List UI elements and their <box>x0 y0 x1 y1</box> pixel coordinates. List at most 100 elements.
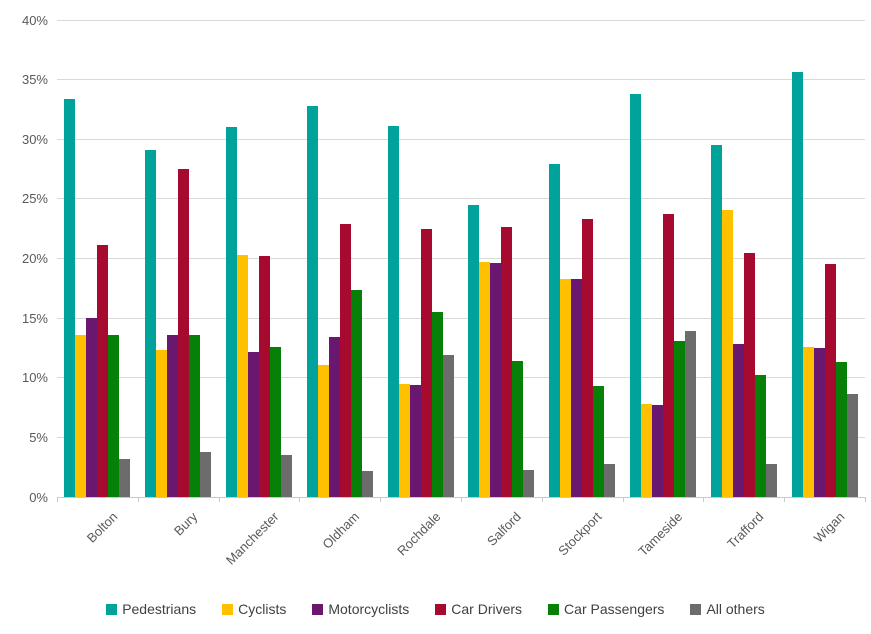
legend-swatch-pedestrians <box>106 603 118 615</box>
bar-motorcyclists-bury <box>167 334 179 497</box>
bar-cyclists-manchester <box>237 254 248 497</box>
x-axis-tick-label-trafford: Trafford <box>724 509 767 552</box>
x-axis-tick <box>703 497 705 502</box>
bar-pedestrians-manchester <box>226 127 237 497</box>
y-axis-tick-label: 20% <box>21 251 48 266</box>
bar-car-passengers-oldham <box>350 289 362 497</box>
gridline-5 <box>57 436 865 438</box>
x-axis-tick-label-wigan: Wigan <box>810 509 848 546</box>
bar-car-drivers-rochdale <box>420 228 432 497</box>
gridline-35 <box>57 79 865 81</box>
bar-pedestrians-bury <box>145 149 157 497</box>
x-axis-tick-label-tameside: Tameside <box>635 509 686 559</box>
bar-all-others-tameside <box>685 331 696 497</box>
bar-motorcyclists-bolton <box>86 318 98 497</box>
bar-motorcyclists-rochdale <box>409 384 421 497</box>
bar-car-passengers-manchester <box>270 346 281 497</box>
gridline-25 <box>57 198 865 200</box>
bar-all-others-oldham <box>361 470 373 497</box>
bar-cyclists-bolton <box>75 334 87 497</box>
bar-pedestrians-rochdale <box>387 126 399 497</box>
bar-cyclists-trafford <box>721 209 733 497</box>
legend-label: All others <box>706 601 765 617</box>
gridline-10 <box>57 377 865 379</box>
y-axis-tick-label: 15% <box>21 310 48 326</box>
legend-swatch-car-passengers <box>548 603 560 615</box>
bar-motorcyclists-wigan <box>813 347 825 497</box>
bar-all-others-salford <box>523 469 535 497</box>
x-axis-tick-label-bolton: Bolton <box>83 509 121 546</box>
x-axis-tick-label-rochdale: Rochdale <box>393 509 444 559</box>
bar-pedestrians-tameside <box>630 93 641 497</box>
y-axis-tick-label: 30% <box>21 131 48 147</box>
bar-motorcyclists-oldham <box>328 337 340 497</box>
bar-cyclists-oldham <box>317 364 329 497</box>
bar-all-others-rochdale <box>442 355 454 497</box>
bar-car-passengers-bury <box>189 334 201 497</box>
legend-label: Car Drivers <box>451 601 523 617</box>
bar-cyclists-stockport <box>560 278 572 497</box>
x-axis-tick <box>784 497 786 502</box>
bar-all-others-bury <box>200 451 212 497</box>
y-axis-tick-label: 35% <box>21 72 48 88</box>
bar-all-others-manchester <box>281 455 292 497</box>
bar-car-passengers-rochdale <box>431 312 443 497</box>
legend-item-cyclists: Cyclists <box>222 601 286 617</box>
bar-car-passengers-bolton <box>108 334 120 497</box>
bar-pedestrians-oldham <box>306 105 318 497</box>
legend-label: Motorcyclists <box>328 601 410 617</box>
x-axis-tick <box>622 497 624 502</box>
bar-car-drivers-bolton <box>97 245 109 497</box>
legend-label: Car Passengers <box>564 601 665 617</box>
bar-car-drivers-bury <box>178 169 190 497</box>
bar-car-drivers-stockport <box>582 219 594 497</box>
x-axis-tick-label-salford: Salford <box>484 509 525 549</box>
legend-item-motorcyclists: Motorcyclists <box>312 601 409 617</box>
bar-all-others-trafford <box>765 463 777 497</box>
legend-item-car-passengers: Car Passengers <box>548 601 664 617</box>
bar-pedestrians-stockport <box>549 164 561 497</box>
bar-car-passengers-tameside <box>674 340 685 497</box>
bar-pedestrians-trafford <box>710 145 722 497</box>
x-axis-tick <box>137 497 139 502</box>
gridline-40 <box>57 19 865 21</box>
gridline-15 <box>57 317 865 319</box>
legend: Pedestrians Cyclists Motorcyclists Car Driv… <box>0 601 871 617</box>
gridline-30 <box>57 138 865 140</box>
bar-car-passengers-salford <box>512 361 524 497</box>
bar-cyclists-tameside <box>641 403 652 497</box>
bar-car-drivers-manchester <box>259 256 270 497</box>
x-axis-tick <box>57 497 58 502</box>
legend-item-pedestrians: Pedestrians <box>106 601 196 617</box>
legend-swatch-all-others <box>690 603 702 615</box>
x-axis-tick <box>380 497 382 502</box>
bar-car-passengers-wigan <box>835 362 847 497</box>
bar-all-others-wigan <box>846 394 858 497</box>
y-axis-tick-label: 40% <box>21 12 48 28</box>
legend-swatch-motorcyclists <box>312 603 324 615</box>
bar-all-others-stockport <box>604 463 616 497</box>
bar-car-drivers-wigan <box>824 264 836 497</box>
bar-car-drivers-salford <box>501 227 513 497</box>
bar-car-drivers-oldham <box>339 223 351 497</box>
x-axis-tick-label-oldham: Oldham <box>319 509 363 552</box>
bar-cyclists-wigan <box>802 346 814 497</box>
bar-car-passengers-trafford <box>754 375 766 497</box>
bar-cyclists-bury <box>156 350 168 497</box>
bar-car-drivers-tameside <box>663 214 674 497</box>
x-axis-tick <box>299 497 301 502</box>
y-axis-tick-label: 10% <box>21 370 48 386</box>
bar-motorcyclists-stockport <box>571 278 583 497</box>
x-axis-tick <box>541 497 543 502</box>
legend-label: Cyclists <box>238 601 287 617</box>
x-axis-tick <box>865 497 866 502</box>
y-axis-tick-label: 25% <box>21 191 48 207</box>
y-axis-tick-label: 5% <box>29 429 48 445</box>
bar-pedestrians-wigan <box>791 72 803 497</box>
bar-car-drivers-trafford <box>743 252 755 497</box>
bar-motorcyclists-salford <box>490 263 502 497</box>
legend-swatch-car-drivers <box>435 603 447 615</box>
bar-all-others-bolton <box>119 458 131 497</box>
x-axis-tick-label-bury: Bury <box>171 509 201 539</box>
